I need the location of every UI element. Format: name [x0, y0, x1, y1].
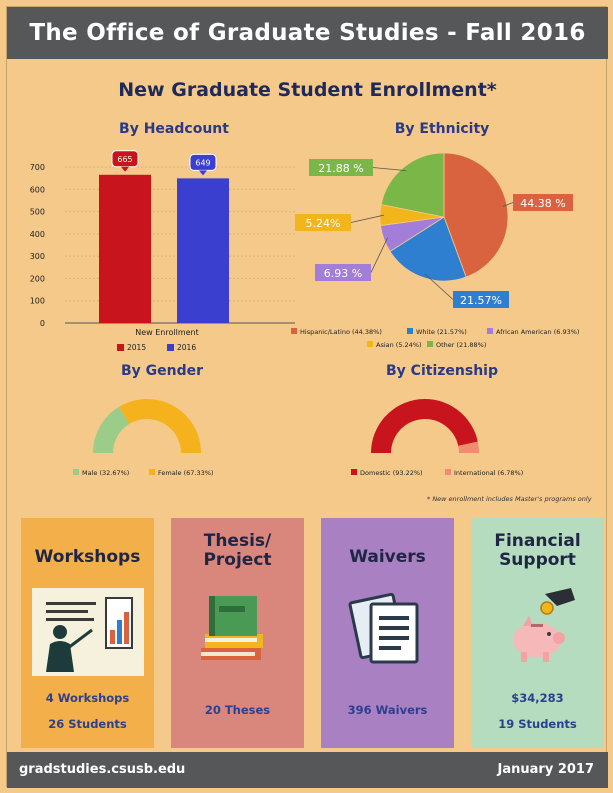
legend-swatch	[407, 328, 413, 334]
legend-label: Other (21.88%)	[436, 341, 486, 349]
donut-segment	[371, 399, 478, 453]
thesis-card: Thesis/Project 20 Theses	[171, 518, 304, 748]
slice-label-box	[315, 264, 371, 281]
waivers-count: 396 Waivers	[347, 703, 428, 717]
footnote: * New enrollment includes Master's progr…	[427, 495, 592, 503]
slice-label-box	[513, 194, 573, 211]
data-label: 649	[195, 158, 210, 167]
y-tick-label: 700	[30, 163, 45, 172]
slice-leader-line	[502, 202, 514, 207]
slice-label: 21.88 %	[318, 162, 363, 175]
workshops-card: Workshops 4 Workshops 26 Students	[21, 518, 154, 748]
slice-label: 6.93 %	[324, 267, 362, 280]
y-tick-label: 0	[40, 319, 45, 328]
data-label: 665	[117, 155, 132, 164]
slice-leader-line	[424, 273, 454, 300]
slice-label: 5.24%	[306, 217, 341, 230]
pie-slice	[380, 152, 445, 218]
financial-students: 19 Students	[498, 717, 577, 731]
workshops-students: 26 Students	[48, 717, 127, 731]
legend-label: Asian (5.24%)	[376, 341, 422, 349]
slice-label: 44.38 %	[520, 197, 565, 210]
legend-label: Hispanic/Latino (44.38%)	[300, 328, 382, 336]
documents-icon	[348, 592, 419, 664]
legend-swatch	[445, 469, 451, 475]
legend-label-2016: 2016	[177, 343, 196, 352]
y-tick-label: 500	[30, 208, 45, 217]
thesis-card-title: Thesis/Project	[203, 531, 272, 570]
financial-card: Financial Support $34,283 19 Students	[471, 518, 604, 748]
x-category-label: New Enrollment	[135, 328, 199, 337]
slice-label-box	[453, 291, 509, 308]
section-subtitle: New Graduate Student Enrollment*	[118, 79, 497, 101]
presentation-icon	[32, 588, 144, 676]
website-link[interactable]: gradstudies.csusb.edu	[19, 762, 186, 777]
header-bar: The Office of Graduate Studies - Fall 20…	[7, 7, 608, 59]
legend-label: International (6.78%)	[454, 469, 523, 477]
data-label-bubble	[189, 153, 217, 171]
financial-amount: $34,283	[511, 691, 564, 705]
theses-count: 20 Theses	[204, 703, 271, 717]
bar-2016	[177, 178, 229, 323]
data-label-pointer	[199, 170, 207, 176]
legend-swatch	[291, 328, 297, 334]
donut-segment	[119, 399, 201, 453]
page-title: The Office of Graduate Studies - Fall 20…	[29, 20, 586, 46]
gender-title: By Gender	[120, 363, 204, 379]
pie-slice	[443, 152, 509, 278]
legend-label: Domestic (93.22%)	[360, 469, 423, 477]
piggy-bank-icon	[513, 588, 575, 662]
workshops-card-title: Workshops	[34, 547, 141, 567]
donut-segment	[93, 406, 130, 453]
headcount-title: By Headcount	[119, 121, 229, 137]
legend-swatch	[487, 328, 493, 334]
y-tick-label: 100	[30, 297, 45, 306]
slice-leader-line	[370, 237, 389, 273]
books-icon	[201, 596, 263, 660]
legend-swatch	[427, 341, 433, 347]
legend-label: Female (67.33%)	[158, 469, 213, 477]
legend-swatch	[351, 469, 357, 475]
y-tick-label: 200	[30, 274, 45, 283]
report-date: January 2017	[497, 762, 594, 777]
legend-swatch	[367, 341, 373, 347]
legend-swatch-2016	[167, 344, 174, 351]
legend-label: Male (32.67%)	[82, 469, 129, 477]
financial-card-title: Financial Support	[494, 531, 581, 570]
slice-leader-line	[372, 167, 406, 172]
citizenship-chart: Domestic (93.22%) International (6.78%)	[351, 399, 523, 477]
infographic-page: The Office of Graduate Studies - Fall 20…	[6, 6, 608, 788]
legend-swatch	[149, 469, 155, 475]
waivers-card-title: Waivers	[349, 547, 426, 567]
headcount-chart: 0 100 200 300 400 500 600 700 New Enrollment 665…	[30, 150, 295, 352]
y-tick-label: 600	[30, 185, 45, 194]
legend-swatch-2015	[117, 344, 124, 351]
slice-label-box	[295, 214, 351, 231]
slice-leader-line	[350, 214, 385, 223]
legend-swatch	[73, 469, 79, 475]
data-label-pointer	[121, 166, 129, 172]
footer-bar: gradstudies.csusb.edu January 2017	[7, 752, 608, 788]
ethnicity-title: By Ethnicity	[394, 121, 490, 137]
pie-slice	[389, 216, 467, 282]
waivers-card: Waivers 396 Waivers	[321, 518, 454, 748]
ethnicity-chart: 44.38 % 21.57% 6.93 % 5.24% 21.88 % Hispanic…	[291, 152, 579, 349]
y-tick-label: 300	[30, 252, 45, 261]
y-tick-label: 400	[30, 230, 45, 239]
workshops-count: 4 Workshops	[45, 691, 130, 705]
citizenship-title: By Citizenship	[386, 363, 498, 379]
legend-label: White (21.57%)	[416, 328, 467, 336]
legend-label-2015: 2015	[127, 343, 146, 352]
legend-label: African American (6.93%)	[496, 328, 579, 336]
donut-segment	[458, 441, 479, 453]
slice-label-box	[309, 159, 373, 176]
slice-label: 21.57%	[460, 294, 502, 307]
bar-2015	[99, 174, 151, 323]
gender-chart: Male (32.67%) Female (67.33%)	[73, 399, 213, 477]
